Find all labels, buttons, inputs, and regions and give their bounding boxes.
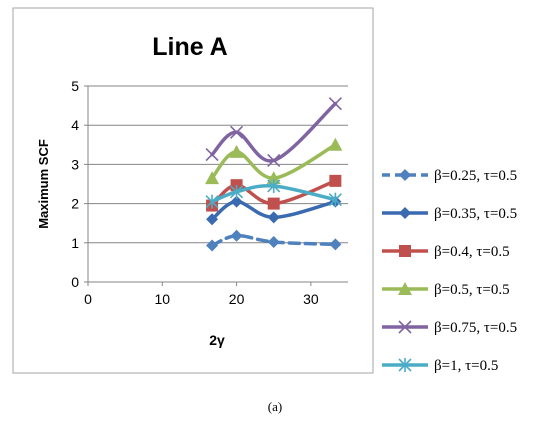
legend-label: β=0.25, τ=0.5 [434,168,517,184]
x-tick-label: 10 [154,291,170,307]
legend-label: β=0.75, τ=0.5 [434,320,517,336]
data-point [230,125,244,139]
data-point [267,211,280,224]
legend-label: β=1, τ=0.5 [434,358,498,374]
data-point [230,184,244,199]
legend-item: β=1, τ=0.5 [382,358,498,374]
data-point-stroke [230,125,244,139]
legend-item: β=0.25, τ=0.5 [382,168,517,184]
series [206,229,342,252]
data-point [230,195,243,208]
data-point-stroke [398,320,412,334]
series [206,195,342,226]
chart-title: Line A [152,33,227,61]
data-point [398,358,412,372]
data-point [399,245,411,257]
data-point [398,320,412,334]
y-tick-label: 4 [71,117,79,133]
data-point [267,178,281,193]
data-point-stroke [205,148,219,162]
series-line [210,233,338,248]
data-point [328,192,342,207]
legend-label: β=0.5, τ=0.5 [434,282,510,298]
x-tick-label: 0 [84,291,92,307]
legend-item: β=0.5, τ=0.5 [382,282,510,298]
legend-label: β=0.4, τ=0.5 [434,244,510,260]
data-point [205,171,220,185]
series-line [210,183,338,204]
data-point [267,153,281,168]
data-point [328,137,343,151]
legend-item: β=0.75, τ=0.5 [382,320,517,336]
data-point [205,148,219,162]
x-tick-label: 30 [303,291,319,307]
data-point [398,282,412,295]
series [205,97,342,168]
legend: β=0.25, τ=0.5 β=0.35, τ=0.5 β=0.4, τ=0.5 β=… [382,168,517,374]
series [205,178,342,209]
data-point [205,194,219,209]
axes: 0 1 2 3 4 5 0 10 20 30 [71,78,348,307]
data-point [399,207,411,219]
series-lines [205,97,343,252]
chart-area [12,7,374,374]
data-point [399,169,411,181]
figure-caption: (a) [267,399,283,414]
x-tick-label: 20 [229,291,245,307]
y-tick-label: 5 [71,78,79,94]
y-tick-label: 1 [71,235,79,251]
data-point [229,144,244,158]
data-point [206,213,219,226]
series-line [210,101,338,163]
y-tick-label: 2 [71,196,79,212]
data-point [329,238,342,251]
data-point [206,239,219,252]
legend-item: β=0.35, τ=0.5 [382,206,517,222]
legend-item: β=0.4, τ=0.5 [382,244,510,260]
data-point-stroke [267,153,281,168]
data-point [266,171,281,185]
data-point [267,197,280,210]
series-line [210,199,338,222]
data-point [328,97,342,111]
data-point [230,229,243,242]
series [205,137,343,185]
y-axis-label: Maximum SCF [36,139,51,229]
x-axis-label: 2γ [209,332,225,348]
legend-label: β=0.35, τ=0.5 [434,206,517,222]
y-tick-label: 0 [71,274,79,290]
data-point [329,174,342,187]
y-tick-label: 3 [71,156,79,172]
data-point-stroke [328,97,342,111]
data-point [267,236,280,249]
series-line [210,143,338,180]
